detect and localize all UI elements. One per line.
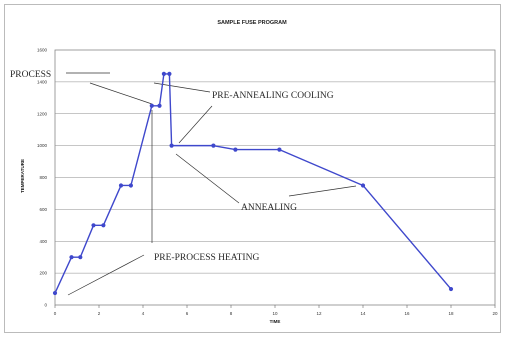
data-point: [157, 103, 162, 108]
data-point: [448, 286, 454, 292]
annotation-label: PROCESS: [10, 70, 51, 80]
y-tick-label: 1400: [37, 79, 48, 84]
y-axis-label: TEMPERATURE: [20, 159, 25, 193]
x-tick-label: 12: [316, 311, 322, 316]
chart-frame: SAMPLE FUSE PROGRAM 0 200 400 600 800 1000 120…: [4, 4, 501, 333]
annotation-label: ANNEALING: [241, 203, 297, 213]
annotation-leader-line: [153, 82, 211, 93]
data-point: [161, 71, 166, 77]
data-point: [233, 147, 238, 152]
series-layer: [52, 71, 454, 296]
data-point: [360, 183, 366, 188]
data-point: [149, 103, 154, 108]
data-point: [52, 290, 58, 296]
y-tick-labels: 0 200 400 600 800 1000 1200 1400 1600: [37, 48, 48, 308]
annotation-leader-line: [175, 153, 240, 204]
x-tick-labels: 0 2 4 6 8 10 12 14 16 18 20: [54, 305, 498, 316]
x-tick-label: 6: [186, 311, 189, 316]
y-tick-label: 1600: [37, 48, 48, 53]
x-tick-label: 2: [98, 311, 101, 316]
y-tick-label: 600: [39, 207, 47, 212]
data-point: [211, 143, 216, 148]
y-tick-label: 1000: [37, 143, 48, 148]
y-tick-label: 200: [39, 271, 47, 276]
grid-lines: [55, 81, 495, 274]
annotation-label: PRE-PROCESS HEATING: [154, 253, 259, 263]
x-tick-label: 14: [360, 311, 366, 316]
x-axis-label: TIME: [270, 319, 281, 324]
data-point: [118, 183, 124, 188]
annotation-leader-line: [89, 82, 153, 105]
x-tick-label: 8: [230, 311, 233, 316]
data-point: [78, 255, 83, 260]
y-tick-label: 400: [39, 239, 47, 244]
data-point: [128, 183, 133, 188]
chart-title: SAMPLE FUSE PROGRAM: [217, 20, 287, 26]
data-point: [101, 223, 106, 228]
x-tick-label: 18: [448, 311, 454, 316]
data-point: [91, 223, 96, 228]
x-tick-label: 4: [142, 311, 145, 316]
x-tick-label: 0: [54, 311, 57, 316]
data-point: [69, 255, 74, 260]
annotation-label: PRE-ANNEALING COOLING: [212, 91, 334, 101]
y-tick-label: 1200: [37, 111, 48, 116]
data-point: [277, 147, 282, 152]
annotation-leader-line: [67, 254, 145, 296]
data-point: [169, 143, 174, 148]
annotations: PROCESS PRE-ANNEALING COOLING ANNEALING PRE…: [10, 70, 357, 296]
x-tick-label: 10: [272, 311, 278, 316]
y-tick-label: 800: [39, 175, 47, 180]
annotation-leader-line: [288, 185, 357, 197]
x-tick-label: 16: [404, 311, 410, 316]
y-tick-label: 0: [44, 303, 47, 308]
annotation-leader-line: [178, 105, 213, 144]
x-tick-label: 20: [492, 311, 498, 316]
data-point: [167, 71, 172, 77]
chart-svg: SAMPLE FUSE PROGRAM 02004006008001000120…: [4, 4, 501, 333]
